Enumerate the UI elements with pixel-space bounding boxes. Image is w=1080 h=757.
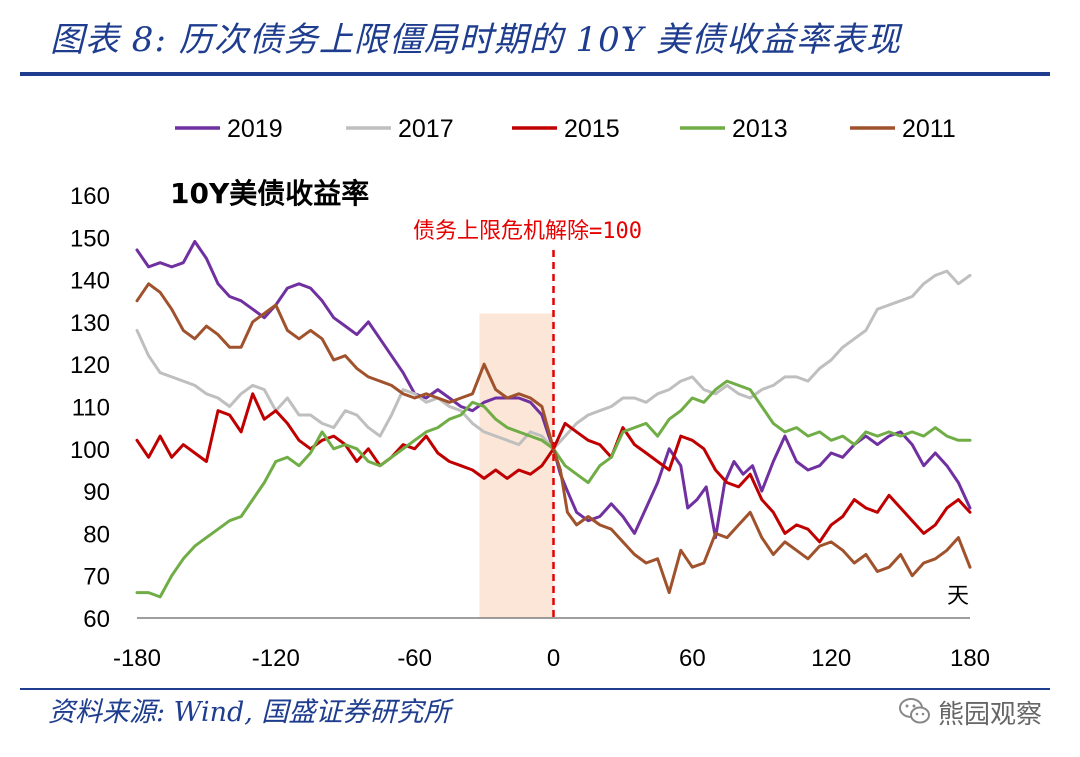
y-tick-label: 130 [70, 310, 110, 337]
legend-label-2013: 2013 [732, 115, 788, 143]
y-tick-label: 100 [70, 437, 110, 464]
x-tick-label: 120 [811, 645, 851, 672]
line-chart: 60 70 80 90 100 110 120 130 140 150 160 -180 -120 -60… [70, 115, 990, 672]
y-tick-label: 80 [83, 521, 110, 548]
y-tick-label: 110 [72, 395, 110, 422]
legend-label-2015: 2015 [564, 115, 620, 143]
report-header: 图表 8: 历次债务上限僵局时期的 10Y 美债收益率表现 [0, 0, 1080, 80]
annotation-label: 债务上限危机解除=100 [413, 219, 642, 244]
legend-label-2017: 2017 [398, 115, 454, 143]
y-tick-label: 60 [83, 606, 110, 633]
y-tick-label: 160 [70, 183, 110, 210]
x-tick-label: 180 [950, 645, 990, 672]
chart-title: 10Y美债收益率 [170, 177, 369, 210]
wechat-icon [899, 698, 930, 724]
legend-label-2019: 2019 [227, 115, 283, 143]
x-tick-label: 0 [547, 645, 560, 672]
watermark-text: 熊园观察 [938, 700, 1043, 730]
source-note: 资料来源: Wind, 国盛证券研究所 [48, 697, 451, 728]
y-tick-label: 120 [70, 352, 110, 379]
y-tick-label: 140 [70, 268, 110, 295]
header-rule [20, 72, 1050, 76]
footer-rule [20, 688, 1050, 690]
x-tick-label: -60 [397, 645, 432, 672]
x-tick-label: -120 [252, 645, 300, 672]
x-unit-label: 天 [947, 584, 969, 609]
y-tick-label: 70 [83, 564, 110, 591]
series-line-2011 [135, 282, 972, 595]
x-tick-label: 60 [679, 645, 706, 672]
figure-title: 图表 8: 历次债务上限僵局时期的 10Y 美债收益率表现 [50, 20, 902, 60]
x-tick-label: -180 [113, 645, 161, 672]
legend-label-2011: 2011 [902, 115, 956, 143]
y-tick-label: 150 [70, 225, 110, 252]
y-tick-label: 90 [83, 479, 110, 506]
